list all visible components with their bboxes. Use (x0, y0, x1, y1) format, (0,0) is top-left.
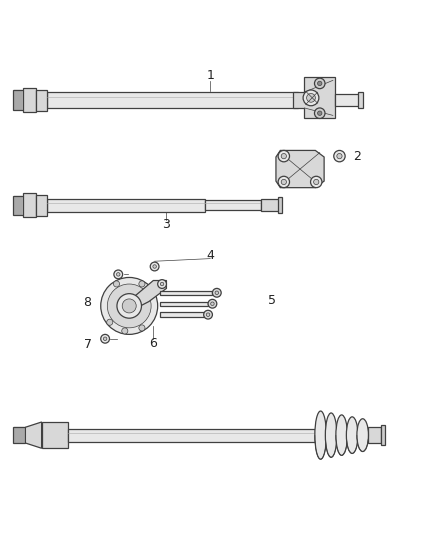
Circle shape (153, 265, 156, 268)
Circle shape (114, 270, 123, 279)
Bar (13, 196, 23, 215)
Circle shape (117, 294, 141, 318)
Text: 3: 3 (162, 219, 170, 231)
Circle shape (278, 150, 290, 162)
Polygon shape (134, 280, 166, 310)
Bar (13, 91, 23, 110)
Circle shape (206, 313, 210, 317)
Ellipse shape (315, 411, 326, 459)
Polygon shape (293, 77, 335, 118)
Ellipse shape (325, 413, 337, 457)
Polygon shape (25, 422, 42, 448)
Bar (68, 429, 315, 442)
Bar (36, 195, 47, 216)
Bar (47, 92, 298, 108)
Circle shape (211, 302, 214, 305)
Bar (160, 312, 204, 317)
Bar (261, 199, 279, 211)
Text: 2: 2 (353, 150, 361, 163)
Text: 7: 7 (84, 337, 92, 351)
Circle shape (281, 179, 286, 184)
Bar (47, 199, 205, 212)
Circle shape (318, 81, 322, 86)
Circle shape (101, 278, 158, 334)
Circle shape (208, 300, 217, 308)
Bar (381, 425, 385, 445)
Ellipse shape (357, 419, 368, 451)
Bar (36, 90, 47, 110)
Circle shape (337, 154, 342, 159)
Text: 1: 1 (206, 69, 214, 83)
Bar (23, 193, 36, 217)
Circle shape (139, 281, 145, 287)
Bar (13, 427, 25, 443)
Circle shape (314, 78, 325, 88)
Bar (23, 88, 36, 112)
Circle shape (314, 108, 325, 118)
Circle shape (318, 111, 322, 115)
Circle shape (117, 273, 120, 276)
Circle shape (281, 154, 286, 159)
Polygon shape (276, 150, 324, 188)
Circle shape (311, 176, 322, 188)
Circle shape (307, 93, 315, 102)
Circle shape (212, 288, 221, 297)
Circle shape (101, 334, 110, 343)
Bar (335, 94, 359, 106)
Circle shape (215, 291, 219, 295)
Bar (160, 290, 212, 295)
Circle shape (122, 299, 136, 313)
Circle shape (160, 282, 164, 286)
Circle shape (278, 176, 290, 188)
Circle shape (204, 310, 212, 319)
Bar (368, 427, 381, 443)
Circle shape (303, 90, 319, 106)
Bar (358, 92, 363, 108)
Circle shape (334, 150, 345, 162)
Ellipse shape (336, 415, 347, 455)
Ellipse shape (346, 417, 358, 454)
Bar (42, 422, 68, 448)
Bar (160, 302, 208, 306)
Text: 5: 5 (268, 294, 276, 307)
Circle shape (107, 284, 151, 328)
Text: 8: 8 (84, 296, 92, 309)
Circle shape (158, 280, 166, 288)
Circle shape (113, 281, 120, 287)
Circle shape (107, 319, 113, 325)
Bar (278, 197, 282, 213)
Text: 4: 4 (206, 249, 214, 262)
Circle shape (139, 325, 145, 331)
Circle shape (150, 262, 159, 271)
Bar (205, 200, 261, 210)
Circle shape (314, 179, 319, 184)
Text: 6: 6 (149, 337, 157, 350)
Circle shape (103, 337, 107, 341)
Circle shape (122, 328, 128, 334)
